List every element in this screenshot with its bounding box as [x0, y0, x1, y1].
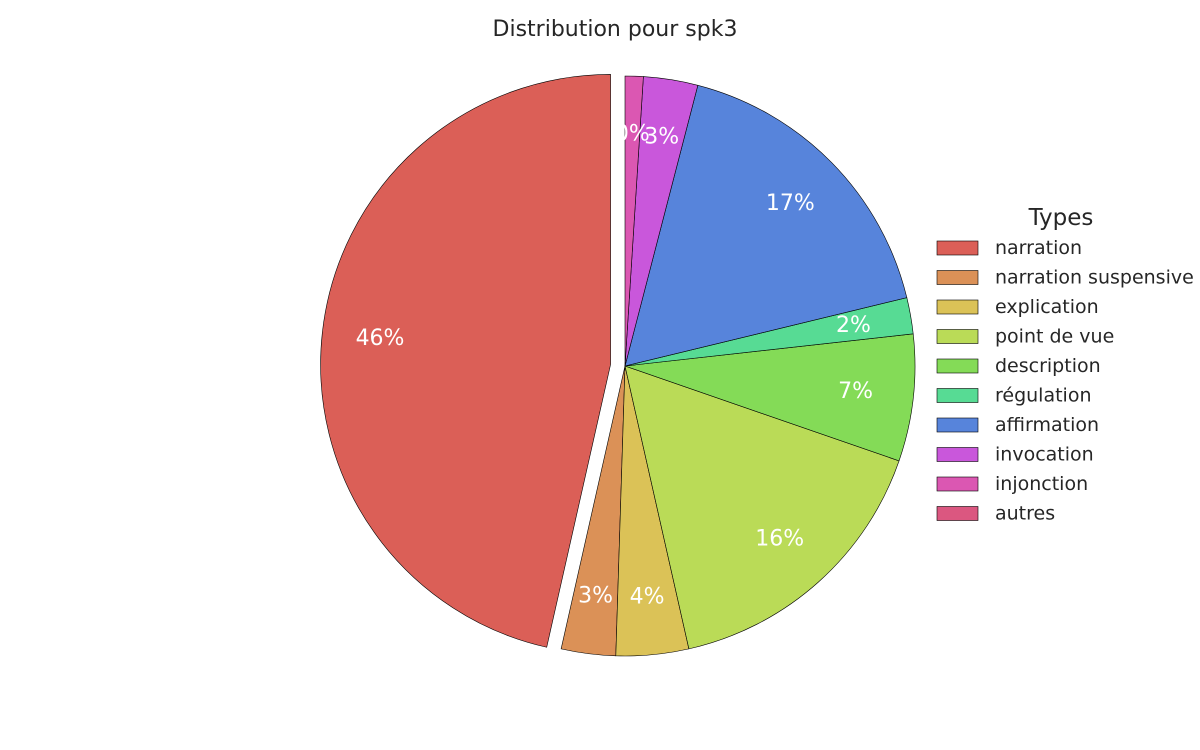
legend-label-narration: narration — [995, 237, 1082, 259]
legend-swatch-autres — [936, 506, 979, 521]
legend-label-affirmation: affirmation — [995, 414, 1099, 436]
legend-swatch-description — [936, 358, 979, 374]
legend-title: Types — [1028, 205, 1094, 231]
pie-slice-affirmation — [624, 84, 908, 367]
pct-label-point-de-vue: 16% — [755, 526, 804, 551]
legend-swatch-invocation — [936, 447, 979, 462]
pct-label-régulation: 2% — [836, 313, 871, 338]
pct-label-description: 7% — [838, 379, 873, 404]
legend-swatch-injonction — [936, 476, 979, 492]
legend-label-narration-suspensive: narration suspensive — [995, 267, 1194, 289]
pct-label-affirmation: 17% — [766, 191, 815, 216]
legend-swatch-narration-suspensive — [936, 270, 979, 285]
pie-percent-labels: 46%3% 4%16%7%2%17%3%0% — [356, 122, 873, 610]
legend-label-autres: autres — [995, 503, 1055, 525]
legend-swatch-point-de-vue — [936, 329, 979, 344]
legend-label-régulation: régulation — [995, 385, 1092, 407]
pct-label-injonction: 0% — [615, 122, 650, 147]
pie-slices — [320, 74, 916, 657]
legend-label-injonction: injonction — [995, 473, 1088, 495]
pct-label-explication: 4% — [630, 584, 665, 609]
pie-slice-point-de-vue — [624, 365, 900, 650]
legend-swatch-régulation — [936, 388, 979, 403]
legend-label-description: description — [995, 355, 1101, 377]
pct-label-invocation: 3% — [644, 124, 679, 149]
legend-label-explication: explication — [995, 296, 1099, 318]
pie-slice-injonction — [624, 75, 644, 367]
legend-label-point-de-vue: point de vue — [995, 326, 1114, 348]
pct-label-narration-suspensive: 3% — [578, 584, 613, 609]
legend-swatch-affirmation — [936, 417, 979, 433]
legend-swatch-narration — [936, 240, 979, 256]
chart-title: Distribution pour spk3 — [493, 17, 738, 42]
pct-label-narration: 46% — [356, 326, 405, 351]
legend-label-invocation: invocation — [995, 444, 1094, 466]
pie-slice-narration — [320, 74, 611, 648]
pie-slice-description — [624, 333, 916, 462]
legend-swatch-explication — [936, 299, 979, 315]
legend: Types narration narration suspensive expli… — [936, 205, 1194, 525]
